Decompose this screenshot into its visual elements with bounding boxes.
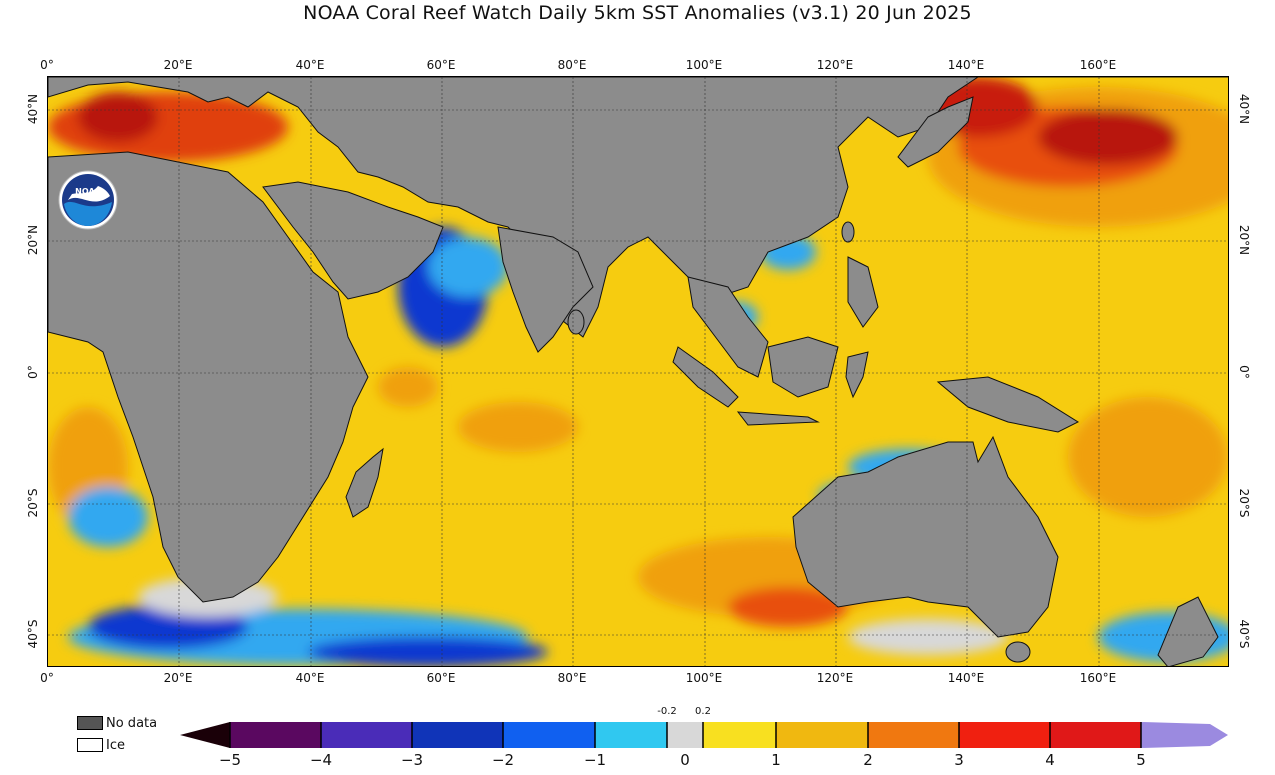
lon-tick-bottom-1: 20°E: [163, 671, 193, 685]
lat-tick-left-20s: 20°S: [26, 488, 40, 518]
sst-anomaly-map[interactable]: [47, 76, 1229, 667]
new-guinea-land: [936, 376, 1080, 433]
madagascar-land: [345, 447, 384, 518]
australia-land: [792, 435, 1059, 638]
ice-label: Ice: [106, 738, 125, 753]
chart-title: NOAA Coral Reef Watch Daily 5km SST Anom…: [303, 2, 972, 24]
colorbar: [180, 722, 1228, 748]
colorbar-tick-neg5: −5: [218, 751, 242, 769]
lon-tick-top-0: 0°: [40, 58, 54, 72]
borneo-land: [767, 336, 839, 398]
lon-tick-top-1: 20°E: [163, 58, 193, 72]
lon-tick-top-4: 80°E: [557, 58, 587, 72]
landmasses: [48, 77, 1228, 666]
lon-tick-bottom-2: 40°E: [295, 671, 325, 685]
sulawesi-land: [845, 351, 869, 399]
philippines-land: [847, 256, 879, 328]
lon-tick-top-2: 40°E: [295, 58, 325, 72]
lon-tick-top-5: 100°E: [685, 58, 723, 72]
lat-tick-left-40n: 40°N: [26, 93, 40, 125]
no-data-label: No data: [106, 716, 158, 731]
new-zealand-land: [1157, 596, 1219, 666]
japan-land: [897, 96, 974, 168]
colorbar-tick-neg1: −1: [583, 751, 607, 769]
graticule: [48, 77, 1228, 666]
lon-tick-top-6: 120°E: [816, 58, 854, 72]
lon-tick-bottom-6: 120°E: [816, 671, 854, 685]
lat-tick-right-40n: 40°N: [1237, 93, 1251, 125]
india-land: [497, 226, 594, 353]
lon-tick-bottom-7: 140°E: [947, 671, 985, 685]
africa-land: [48, 151, 369, 603]
taiwan-land: [841, 221, 855, 243]
colorbar-small-tick-pos: 0.2: [695, 706, 711, 717]
noaa-logo-icon: NOAA: [58, 170, 118, 230]
colorbar-tick-3: 3: [954, 751, 964, 769]
lon-tick-bottom-4: 80°E: [557, 671, 587, 685]
ice-swatch: [77, 738, 103, 752]
lon-tick-bottom-0: 0°: [40, 671, 54, 685]
colorbar-tick-2: 2: [863, 751, 873, 769]
lat-tick-right-20n: 20°N: [1237, 224, 1251, 256]
sumatra-land: [672, 346, 739, 408]
colorbar-tick-5: 5: [1136, 751, 1146, 769]
lon-tick-top-8: 160°E: [1079, 58, 1117, 72]
indochina-land: [687, 276, 769, 378]
java-land: [736, 411, 820, 426]
colorbar-tick-1: 1: [771, 751, 781, 769]
sri-lanka-land: [567, 309, 585, 335]
lon-tick-top-7: 140°E: [947, 58, 985, 72]
arabia-land: [262, 181, 444, 300]
colorbar-tick-neg4: −4: [309, 751, 333, 769]
colorbar-tick-neg3: −3: [400, 751, 424, 769]
lat-tick-right-0: 0°: [1237, 365, 1251, 379]
lat-tick-right-40s: 40°S: [1237, 619, 1251, 649]
colorbar-tick-4: 4: [1045, 751, 1055, 769]
lon-tick-bottom-5: 100°E: [685, 671, 723, 685]
no-data-swatch: [77, 716, 103, 730]
lat-tick-right-20s: 20°S: [1237, 488, 1251, 518]
colorbar-tick-0: 0: [680, 751, 690, 769]
colorbar-small-tick-neg: -0.2: [657, 706, 677, 717]
lon-tick-top-3: 60°E: [426, 58, 456, 72]
lat-tick-left-20n: 20°N: [26, 224, 40, 256]
colorbar-tick-neg2: −2: [491, 751, 515, 769]
lon-tick-bottom-8: 160°E: [1079, 671, 1117, 685]
lat-tick-left-0: 0°: [26, 365, 40, 379]
noaa-logo-text: NOAA: [75, 187, 101, 196]
lon-tick-bottom-3: 60°E: [426, 671, 456, 685]
tasmania-land: [1005, 641, 1031, 663]
lat-tick-left-40s: 40°S: [26, 619, 40, 649]
